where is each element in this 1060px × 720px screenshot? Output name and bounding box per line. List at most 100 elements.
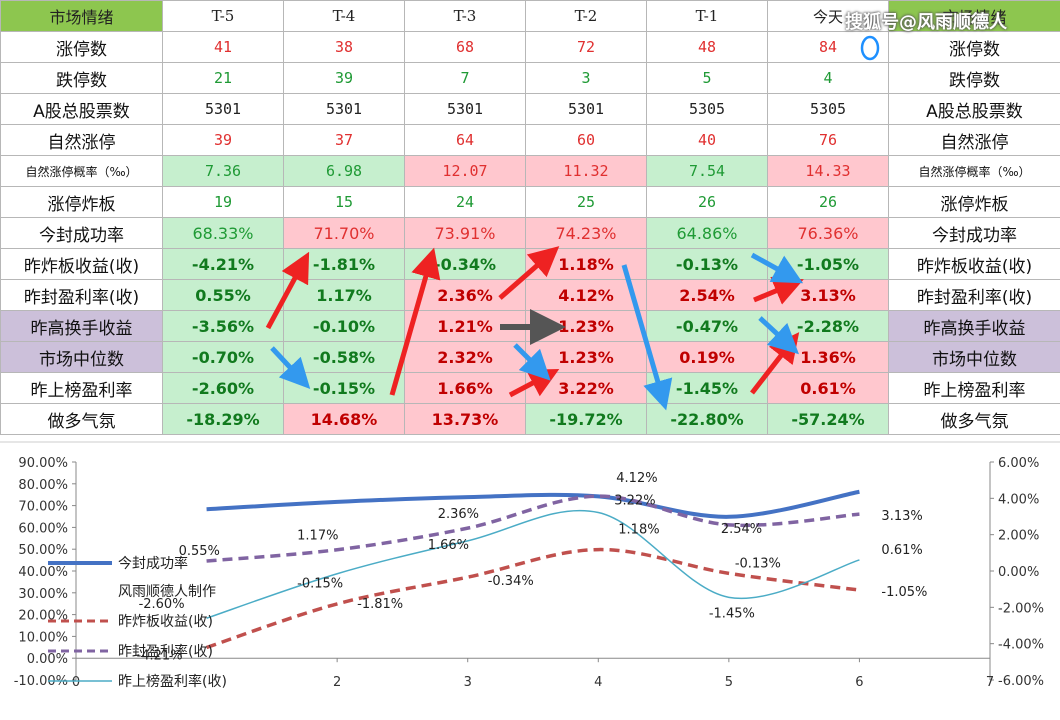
x-tick-label: 7 — [986, 675, 994, 690]
watermark-text: 搜狐号@风雨顺德人 — [845, 12, 1007, 33]
column-header: T-4 — [283, 0, 405, 32]
y-left-tick-label: 40.00% — [18, 565, 68, 580]
row-label-right: 市场中位数 — [888, 341, 1060, 373]
table-cell: 1.18% — [525, 248, 647, 280]
table-cell: 41 — [162, 31, 284, 63]
column-header: T-3 — [404, 0, 526, 32]
y-right-tick-label: 6.00% — [998, 456, 1039, 471]
row-label-right: 昨炸板收益(收) — [888, 248, 1060, 280]
table-cell: 0.19% — [646, 341, 768, 373]
table-cell: -0.47% — [646, 310, 768, 342]
table-cell: -18.29% — [162, 403, 284, 435]
series-line — [206, 489, 860, 519]
x-tick-label: 3 — [464, 675, 472, 690]
table-row: 昨高换手收益 -3.56% -0.10% 1.21% 1.23% -0.47% -2.28%… — [0, 310, 1060, 342]
row-label-right: 涨停数 — [888, 31, 1060, 63]
row-label-right: 涨停炸板 — [888, 186, 1060, 218]
table-cell: -0.58% — [283, 341, 405, 373]
table-cell: 5 — [646, 62, 768, 94]
y-left-tick-label: 20.00% — [18, 609, 68, 624]
row-label-right: 跌停数 — [888, 62, 1060, 94]
row-label-right: 自然涨停 — [888, 124, 1060, 156]
row-label: 做多气氛 — [0, 403, 163, 435]
legend-entry: 昨上榜盈利率(收) — [118, 673, 227, 690]
table-cell: -1.45% — [646, 372, 768, 404]
y-left-tick-label: 0.00% — [27, 652, 68, 667]
row-label: 昨上榜盈利率 — [0, 372, 163, 404]
legend-entry: 昨炸板收益(收) — [118, 614, 213, 630]
table-row: 昨封盈利率(收) 0.55% 1.17% 2.36% 4.12% 2.54% 3.13% 昨封… — [0, 279, 1060, 311]
table-header-row: 市场情绪 T-5 T-4 T-3 T-2 T-1 今天 市场情绪 — [0, 0, 1060, 32]
table-cell: 15 — [283, 186, 405, 218]
table-cell: 7 — [404, 62, 526, 94]
y-left-tick-label: 50.00% — [18, 543, 68, 558]
table-cell: -0.70% — [162, 341, 284, 373]
row-label-right: A股总股票数 — [888, 93, 1060, 125]
table-cell: 19 — [162, 186, 284, 218]
x-tick-label: 4 — [594, 675, 602, 690]
data-label: -1.81% — [357, 597, 403, 612]
row-label-right: 今封成功率 — [888, 217, 1060, 249]
table-cell: 7.36 — [162, 155, 284, 187]
table-cell: 5305 — [646, 93, 768, 125]
table-cell: 5305 — [767, 93, 889, 125]
table-row: 跌停数 21 39 7 3 5 4 跌停数 — [0, 62, 1060, 94]
row-label: A股总股票数 — [0, 93, 163, 125]
data-label: 2.36% — [438, 507, 479, 522]
legend-entry: 昨封盈利率(收) — [118, 643, 213, 660]
table-cell: 14.33 — [767, 155, 889, 187]
data-label: -0.13% — [735, 556, 781, 571]
row-label-right: 自然涨停概率（‰） — [888, 155, 1060, 187]
row-label-right: 昨上榜盈利率 — [888, 372, 1060, 404]
table-row: 做多气氛 -18.29% 14.68% 13.73% -19.72% -22.80% -57… — [0, 403, 1060, 435]
data-label: 4.12% — [616, 471, 657, 486]
table-cell: 84 — [767, 31, 889, 63]
table-cell: 2.54% — [646, 279, 768, 311]
table-cell: 11.32 — [525, 155, 647, 187]
x-tick-label: 0 — [72, 675, 80, 690]
y-right-tick-label: -2.00% — [998, 601, 1044, 616]
series-line — [206, 547, 860, 650]
table-cell: 74.23% — [525, 217, 647, 249]
chart-series — [206, 489, 860, 650]
table-cell: 1.23% — [525, 341, 647, 373]
row-label: 自然涨停 — [0, 124, 163, 156]
market-sentiment-table: 市场情绪 T-5 T-4 T-3 T-2 T-1 今天 市场情绪 涨停数 41 38 68 72 48 84… — [0, 0, 1060, 435]
data-label: 1.66% — [428, 538, 469, 553]
table-cell: 60 — [525, 124, 647, 156]
series-line — [206, 509, 860, 619]
chart-data-labels: -4.21% -1.81% -0.34% 1.18% -0.13% -1.05% 0.55%… — [137, 471, 928, 663]
table-cell: -2.60% — [162, 372, 284, 404]
table-cell: 1.17% — [283, 279, 405, 311]
table-cell: -57.24% — [767, 403, 889, 435]
row-label: 跌停数 — [0, 62, 163, 94]
table-cell: 39 — [283, 62, 405, 94]
table-cell: 68.33% — [162, 217, 284, 249]
data-label: 2.54% — [721, 522, 762, 537]
table-cell: -0.10% — [283, 310, 405, 342]
table-cell: -1.05% — [767, 248, 889, 280]
table-cell: -2.28% — [767, 310, 889, 342]
table-cell: 21 — [162, 62, 284, 94]
row-label: 昨封盈利率(收) — [0, 279, 163, 311]
table-row: 昨炸板收益(收) -4.21% -1.81% -0.34% 1.18% -0.13% -1.… — [0, 248, 1060, 280]
table-cell: 72 — [525, 31, 647, 63]
column-header: T-1 — [646, 0, 768, 32]
legend-entry: 今封成功率 — [118, 555, 188, 572]
data-label: -0.34% — [488, 574, 534, 589]
table-cell: 73.91% — [404, 217, 526, 249]
table-row: 自然涨停 39 37 64 60 40 76 自然涨停 — [0, 124, 1060, 156]
table-cell: -0.34% — [404, 248, 526, 280]
table-row: 自然涨停概率（‰） 7.36 6.98 12.07 11.32 7.54 14.33 自然涨停… — [0, 155, 1060, 187]
y-left-tick-label: -10.00% — [14, 674, 68, 689]
data-label: 0.61% — [881, 543, 922, 558]
table-row: 市场中位数 -0.70% -0.58% 2.32% 1.23% 0.19% 1.36% 市场中… — [0, 341, 1060, 373]
table-cell: 1.21% — [404, 310, 526, 342]
row-label: 今封成功率 — [0, 217, 163, 249]
data-label: -1.05% — [881, 585, 927, 600]
table-cell: 76 — [767, 124, 889, 156]
y-left-tick-label: 10.00% — [18, 630, 68, 645]
table-cell: 39 — [162, 124, 284, 156]
table-cell: 76.36% — [767, 217, 889, 249]
table-cell: 37 — [283, 124, 405, 156]
